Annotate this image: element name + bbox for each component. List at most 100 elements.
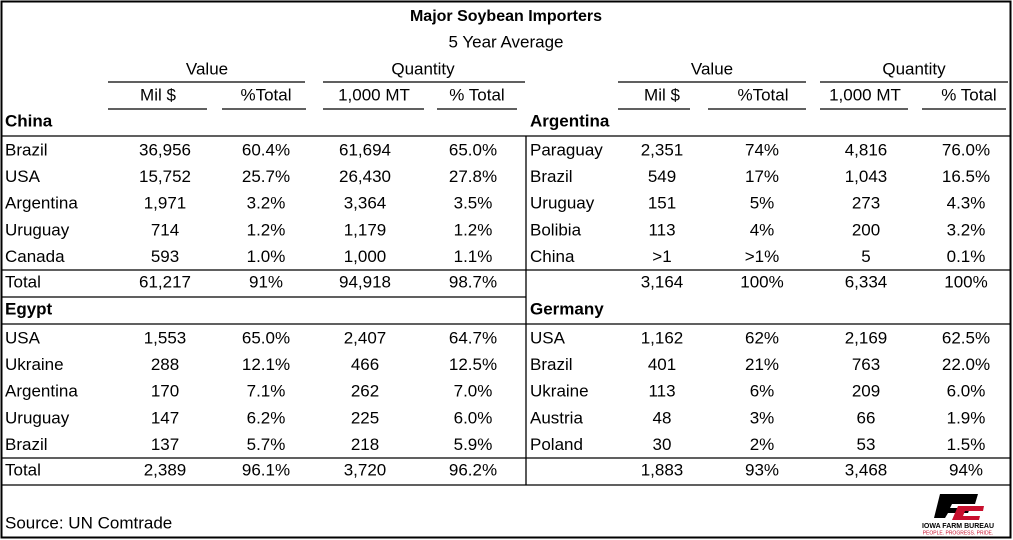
column-header: Mil $: [140, 85, 176, 104]
cell: 1,162: [641, 328, 684, 347]
subtitle: 5 Year Average: [448, 32, 563, 51]
cell: 25.7%: [242, 167, 290, 186]
cell: 209: [852, 382, 880, 401]
cell: 1,179: [344, 220, 387, 239]
country: USA: [530, 328, 566, 347]
cell: 30: [653, 435, 672, 454]
cell: 288: [151, 355, 179, 374]
total-cell: 91%: [249, 272, 283, 291]
cell: 76.0%: [942, 140, 990, 159]
cell: 2,407: [344, 328, 387, 347]
group-header: Value: [186, 59, 228, 78]
cell: 549: [648, 167, 676, 186]
column-header: % Total: [449, 85, 504, 104]
country: Paraguay: [530, 140, 603, 159]
cell: 26,430: [339, 167, 391, 186]
cell: 2%: [750, 435, 775, 454]
cell: 0.1%: [947, 247, 986, 266]
cell: 218: [351, 435, 379, 454]
section-name: Argentina: [530, 111, 610, 130]
logo: IOWA FARM BUREAU PEOPLE. PROGRESS. PRIDE…: [922, 494, 994, 536]
country: USA: [5, 167, 41, 186]
cell: 5.7%: [247, 435, 286, 454]
cell: 262: [351, 382, 379, 401]
cell: 6.2%: [247, 408, 286, 427]
column-header: Mil $: [644, 85, 680, 104]
total-label: Total: [5, 272, 41, 291]
country: China: [530, 247, 575, 266]
country: Argentina: [5, 194, 78, 213]
total-cell: 3,468: [845, 460, 888, 479]
group-header: Quantity: [882, 59, 946, 78]
cell: 1.2%: [247, 220, 286, 239]
section-name: Egypt: [5, 299, 53, 318]
cell: 1.0%: [247, 247, 286, 266]
column-header: % Total: [941, 85, 996, 104]
cell: 5%: [750, 194, 775, 213]
country: USA: [5, 328, 41, 347]
cell: 62%: [745, 328, 779, 347]
cell: 137: [151, 435, 179, 454]
title: Major Soybean Importers: [410, 8, 602, 25]
logo-tagline: PEOPLE. PROGRESS. PRIDE.: [923, 530, 994, 536]
cell: 6%: [750, 382, 775, 401]
cell: 48: [653, 408, 672, 427]
cell: 6.0%: [454, 408, 493, 427]
total-cell: 1,883: [641, 460, 684, 479]
cell: 151: [648, 194, 676, 213]
group-header: Value: [691, 59, 733, 78]
logo-mark: [952, 506, 984, 520]
country: Brazil: [5, 435, 48, 454]
cell: 466: [351, 355, 379, 374]
cell: 12.1%: [242, 355, 290, 374]
cell: 21%: [745, 355, 779, 374]
total-cell: 3,164: [641, 272, 684, 291]
column-header: 1,000 MT: [829, 85, 901, 104]
country: Uruguay: [5, 220, 70, 239]
total-cell: 94,918: [339, 272, 391, 291]
country: Ukraine: [5, 355, 64, 374]
cell: 62.5%: [942, 328, 990, 347]
cell: 64.7%: [449, 328, 497, 347]
column-header: %Total: [737, 85, 788, 104]
country: Argentina: [5, 382, 78, 401]
total-label: Total: [5, 460, 41, 479]
cell: 12.5%: [449, 355, 497, 374]
cell: 17%: [745, 167, 779, 186]
logo-text: IOWA FARM BUREAU: [922, 523, 994, 530]
cell: 1,971: [144, 194, 187, 213]
country: Uruguay: [5, 408, 70, 427]
country: Brazil: [530, 167, 573, 186]
cell: 15,752: [139, 167, 191, 186]
cell: >1: [652, 247, 671, 266]
cell: 170: [151, 382, 179, 401]
country: Poland: [530, 435, 583, 454]
cell: 763: [852, 355, 880, 374]
cell: 5.9%: [454, 435, 493, 454]
total-cell: 100%: [944, 272, 987, 291]
cell: 66: [857, 408, 876, 427]
cell: 714: [151, 220, 179, 239]
country: Austria: [530, 408, 583, 427]
cell: 27.8%: [449, 167, 497, 186]
total-cell: 94%: [949, 460, 983, 479]
column-header: 1,000 MT: [338, 85, 410, 104]
group-header: Quantity: [391, 59, 455, 78]
country: Brazil: [530, 355, 573, 374]
cell: 3%: [750, 408, 775, 427]
cell: 74%: [745, 140, 779, 159]
total-cell: 2,389: [144, 460, 187, 479]
logo-mark: [934, 494, 978, 518]
cell: 3,364: [344, 194, 387, 213]
total-cell: 100%: [740, 272, 783, 291]
cell: >1%: [745, 247, 780, 266]
cell: 113: [648, 220, 675, 239]
cell: 65.0%: [242, 328, 290, 347]
cell: 60.4%: [242, 140, 290, 159]
country: Ukraine: [530, 382, 589, 401]
cell: 1,043: [845, 167, 888, 186]
cell: 273: [852, 194, 880, 213]
total-cell: 61,217: [139, 272, 191, 291]
total-cell: 3,720: [344, 460, 387, 479]
